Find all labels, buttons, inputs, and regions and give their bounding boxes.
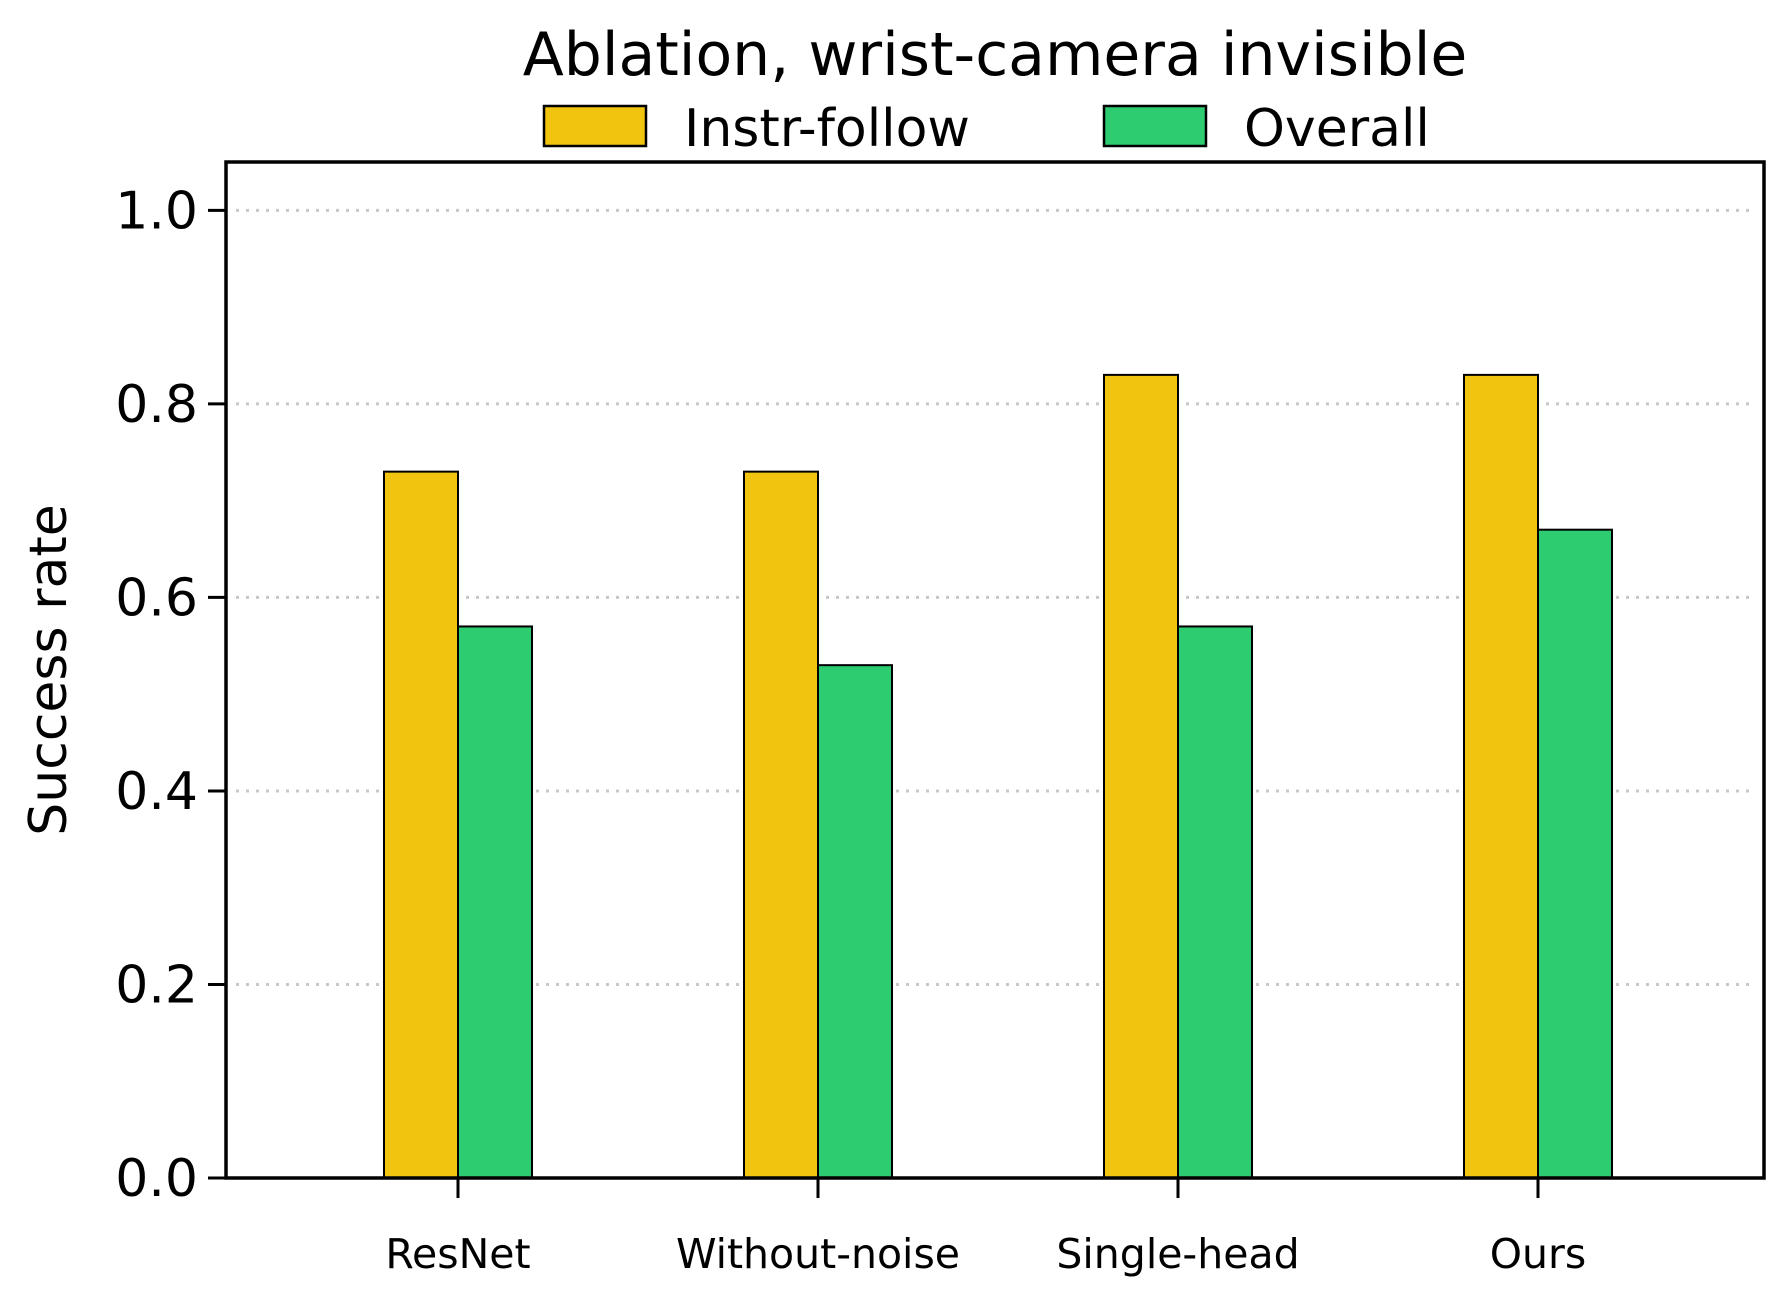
y-tick-label: 0.0 [115, 1149, 198, 1209]
legend-label: Overall [1244, 99, 1430, 159]
legend-swatch [542, 104, 648, 148]
x-tick-label: Ours [1490, 1230, 1586, 1278]
x-tick-label: ResNet [385, 1230, 530, 1278]
chart-title: Ablation, wrist-camera invisible [523, 20, 1468, 90]
bar-overall-ours [1537, 528, 1613, 1179]
x-axis: ResNet Without-noise Single-head Ours [385, 1178, 1586, 1278]
bar-instr-follow-single-head [1103, 373, 1179, 1179]
x-tick-label: Without-noise [676, 1230, 960, 1278]
legend: Instr-follow Overall [542, 99, 1430, 159]
bar-instr-follow-resnet [383, 470, 459, 1179]
y-tick-label: 0.6 [115, 568, 198, 628]
y-tick-label: 0.2 [115, 955, 198, 1015]
legend-label: Instr-follow [684, 99, 970, 159]
bar-overall-resnet [457, 625, 533, 1179]
y-tick-label: 0.4 [115, 762, 198, 822]
bar-overall-without-noise [817, 664, 893, 1179]
y-tick-label: 1.0 [115, 181, 198, 241]
bar-instr-follow-ours [1463, 373, 1539, 1179]
x-tick-label: Single-head [1056, 1230, 1299, 1278]
bar-overall-single-head [1177, 625, 1253, 1179]
bar-instr-follow-without-noise [743, 470, 819, 1179]
legend-swatch [1102, 104, 1208, 148]
plot-frame [224, 160, 1766, 1180]
bars [383, 373, 1613, 1179]
y-axis-label: Success rate [19, 504, 79, 835]
y-axis: 0.0 0.2 0.4 0.6 0.8 1.0 [115, 181, 226, 1209]
y-tick-label: 0.8 [115, 375, 198, 435]
